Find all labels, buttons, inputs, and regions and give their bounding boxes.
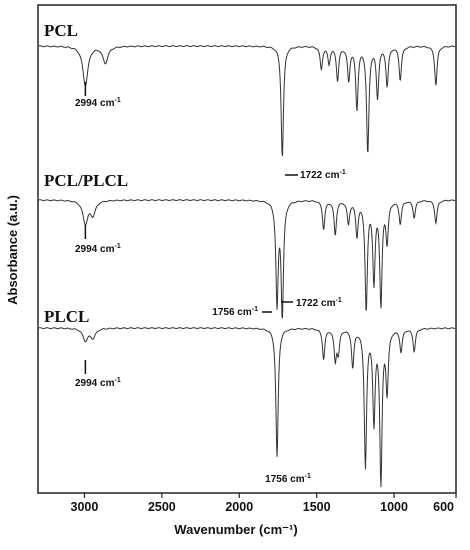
x-tick-label: 3000 [71,500,99,514]
spectrum-line-plcl [38,327,456,488]
annotation-label: 1722 cm-1 [300,169,346,181]
x-tick-label: 1000 [380,500,408,514]
annotation-layer: 2994 cm-1 1722 cm-1 2994 cm-1 1756 cm-1 1722… [75,82,346,485]
annotation-label: 1756 cm-1 [212,306,258,318]
series-label-pcl: PCL [44,21,78,40]
spectrum-line-pcl-plcl [38,199,456,319]
series-label-pcl-plcl: PCL/PLCL [44,171,128,190]
annotation-label: 1756 cm-1 [265,473,311,485]
plot-frame [37,4,457,494]
x-tick-label: 2500 [148,500,176,514]
x-axis-ticks: 3000 2500 2000 1500 1000 600 [71,493,457,514]
x-axis-title: Wavenumber (cm⁻¹) [174,522,297,537]
x-tick-label: 600 [433,500,454,514]
annotation-label: 2994 cm-1 [75,377,121,389]
x-tick-label: 1500 [303,500,331,514]
annotation-label: 1722 cm-1 [296,297,342,309]
spectrum-line-pcl [38,45,456,157]
y-axis-title: Absorbance (a.u.) [5,195,20,305]
series-label-plcl: PLCL [44,307,89,326]
annotation-label: 2994 cm-1 [75,97,121,109]
x-tick-label: 2000 [225,500,253,514]
annotation-label: 2994 cm-1 [75,243,121,255]
series-layer [38,45,456,488]
